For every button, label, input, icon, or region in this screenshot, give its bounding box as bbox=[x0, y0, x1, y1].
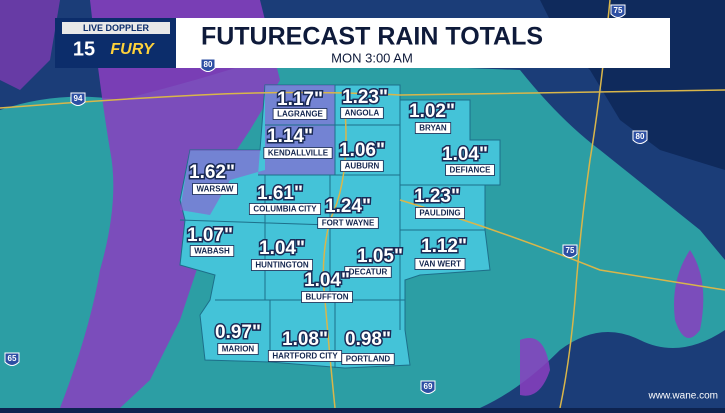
rain-total: 1.07" bbox=[187, 225, 233, 246]
county-name: FORT WAYNE bbox=[322, 219, 375, 228]
shield-icon bbox=[70, 92, 86, 106]
shield-icon bbox=[632, 130, 648, 144]
highway-number: 69 bbox=[424, 382, 433, 391]
highway-number: 75 bbox=[566, 246, 575, 255]
county-name: HARTFORD CITY bbox=[272, 352, 338, 361]
heavy-rain-area bbox=[60, 0, 280, 408]
heavy-rain-area bbox=[674, 250, 704, 338]
rain-total: 1.17" bbox=[277, 89, 323, 110]
county-name-box bbox=[344, 266, 392, 278]
county-name: MARION bbox=[222, 345, 255, 354]
county-name: DEFIANCE bbox=[450, 166, 492, 175]
county-name-box bbox=[272, 108, 328, 120]
rain-total: 1.14" bbox=[267, 126, 313, 147]
highway-number: 80 bbox=[204, 60, 213, 69]
county-name: WARSAW bbox=[197, 185, 234, 194]
watermark: www.wane.com bbox=[648, 391, 718, 402]
rain-total: 1.62" bbox=[189, 162, 235, 183]
rain-total: 1.04" bbox=[304, 270, 350, 291]
rain-total: 0.97" bbox=[215, 322, 261, 343]
logo-number: 15 bbox=[73, 38, 95, 60]
shield-icon bbox=[420, 380, 436, 394]
county-name-box bbox=[414, 122, 452, 134]
county-name: WABASH bbox=[194, 247, 230, 256]
county-name-box bbox=[340, 160, 384, 172]
county-name-box bbox=[217, 343, 259, 355]
rain-total: 1.23" bbox=[342, 87, 388, 108]
subtitle: MON 3:00 AM bbox=[331, 50, 413, 65]
county-name: VAN WERT bbox=[419, 260, 461, 269]
highway-number: 80 bbox=[636, 132, 645, 141]
rain-total: 1.02" bbox=[409, 101, 455, 122]
rain-total: 1.04" bbox=[442, 144, 488, 165]
rain-total: 1.05" bbox=[357, 246, 403, 267]
county-name-box bbox=[189, 245, 235, 257]
county-name-box bbox=[248, 203, 322, 215]
county-name: BLUFFTON bbox=[306, 293, 349, 302]
county-name-box bbox=[414, 258, 466, 270]
shield-icon bbox=[562, 244, 578, 258]
title-bar bbox=[176, 18, 670, 68]
county-name: LAGRANGE bbox=[277, 110, 323, 119]
rain-total: 1.04" bbox=[259, 238, 305, 259]
county-name-box bbox=[445, 164, 495, 176]
county-name-box bbox=[301, 291, 353, 303]
heavy-rain-area bbox=[0, 0, 60, 90]
heavy-rain-area bbox=[520, 338, 550, 396]
highway-number: 65 bbox=[8, 354, 17, 363]
logo-brand: FURY bbox=[110, 41, 155, 58]
highway-shields: 94 80 80 75 75 65 69 bbox=[4, 4, 648, 394]
logo-top: LIVE DOPPLER bbox=[83, 23, 150, 33]
rain-total: 1.23" bbox=[414, 186, 460, 207]
county-name: ANGOLA bbox=[345, 109, 380, 118]
county-name: PAULDING bbox=[419, 209, 460, 218]
shield-icon bbox=[200, 58, 216, 72]
county-name: HUNTINGTON bbox=[255, 261, 308, 270]
county-name-box bbox=[341, 353, 395, 365]
county-name: PORTLAND bbox=[346, 355, 391, 364]
county-name: AUBURN bbox=[345, 162, 380, 171]
county-name-box bbox=[251, 259, 313, 271]
shield-icon bbox=[4, 352, 20, 366]
county-name-box bbox=[415, 207, 465, 219]
county-name-box bbox=[192, 183, 238, 195]
rain-total: 1.06" bbox=[339, 140, 385, 161]
shield-icon bbox=[610, 4, 626, 18]
highway-number: 75 bbox=[614, 6, 623, 15]
highway-number: 94 bbox=[74, 94, 83, 103]
title: FUTURECAST RAIN TOTALS bbox=[201, 23, 543, 51]
rain-total: 1.12" bbox=[421, 236, 467, 257]
county-name: DECATUR bbox=[349, 268, 388, 277]
rain-total: 1.61" bbox=[257, 183, 303, 204]
logo-banner bbox=[62, 22, 170, 34]
county-name: BRYAN bbox=[419, 124, 447, 133]
rain-total: 1.24" bbox=[325, 196, 371, 217]
county-name: COLUMBIA CITY bbox=[253, 205, 317, 214]
rain-total: 0.98" bbox=[345, 329, 391, 350]
county-name-box bbox=[263, 147, 333, 159]
county-name-box bbox=[317, 217, 379, 229]
county-name: KENDALLVILLE bbox=[268, 149, 329, 158]
rain-total: 1.08" bbox=[282, 329, 328, 350]
county-name-box bbox=[340, 107, 384, 119]
